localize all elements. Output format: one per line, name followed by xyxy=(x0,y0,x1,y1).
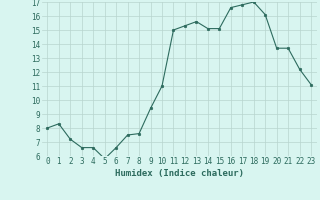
X-axis label: Humidex (Indice chaleur): Humidex (Indice chaleur) xyxy=(115,169,244,178)
